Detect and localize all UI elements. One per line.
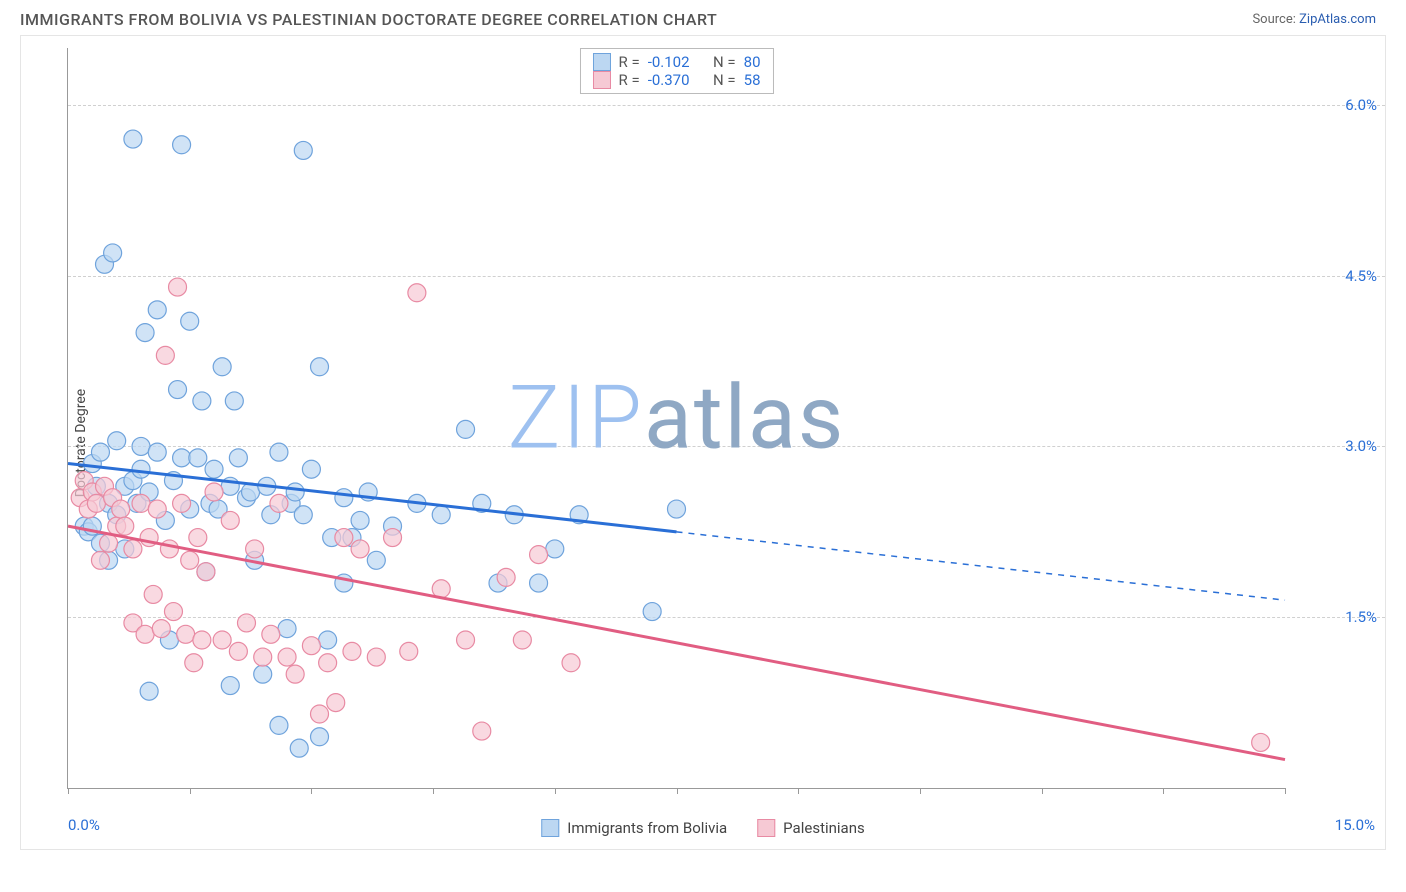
x-tick-label: 15.0%: [1335, 816, 1375, 834]
x-tick-mark: [555, 788, 556, 794]
x-tick-mark: [677, 788, 678, 794]
source-link[interactable]: ZipAtlas.com: [1299, 12, 1376, 27]
legend-row-bolivia: R = -0.102 N = 80: [592, 53, 760, 71]
x-tick-mark: [920, 788, 921, 794]
chart-container: Doctorate Degree ZIPatlas R = -0.102 N =…: [20, 35, 1386, 850]
series-legend: Immigrants from Bolivia Palestinians: [541, 819, 864, 837]
y-tick-label: 3.0%: [1297, 437, 1377, 455]
plot-svg: [68, 48, 1285, 788]
swatch-palestinians: [592, 71, 610, 89]
correlation-legend: R = -0.102 N = 80 R = -0.370 N = 58: [579, 48, 773, 94]
legend-swatch-palestinians-icon: [757, 819, 775, 837]
plot-area: ZIPatlas R = -0.102 N = 80 R = -0.370 N …: [67, 48, 1285, 789]
source-attribution: Source: ZipAtlas.com: [1252, 12, 1376, 27]
x-tick-mark: [1163, 788, 1164, 794]
x-tick-mark: [190, 788, 191, 794]
legend-label-palestinians: Palestinians: [783, 819, 865, 837]
legend-row-palestinians: R = -0.370 N = 58: [592, 71, 760, 89]
x-tick-mark: [1285, 788, 1286, 794]
legend-item-bolivia: Immigrants from Bolivia: [541, 819, 727, 837]
x-tick-label: 0.0%: [68, 816, 100, 834]
y-tick-label: 4.5%: [1297, 267, 1377, 285]
chart-title: IMMIGRANTS FROM BOLIVIA VS PALESTINIAN D…: [20, 10, 717, 29]
x-tick-mark: [798, 788, 799, 794]
x-tick-mark: [433, 788, 434, 794]
legend-label-bolivia: Immigrants from Bolivia: [567, 819, 727, 837]
x-tick-mark: [311, 788, 312, 794]
legend-item-palestinians: Palestinians: [757, 819, 865, 837]
x-tick-mark: [68, 788, 69, 794]
swatch-bolivia: [592, 53, 610, 71]
x-tick-mark: [1042, 788, 1043, 794]
y-tick-label: 6.0%: [1297, 96, 1377, 114]
legend-swatch-bolivia-icon: [541, 819, 559, 837]
y-tick-label: 1.5%: [1297, 608, 1377, 626]
